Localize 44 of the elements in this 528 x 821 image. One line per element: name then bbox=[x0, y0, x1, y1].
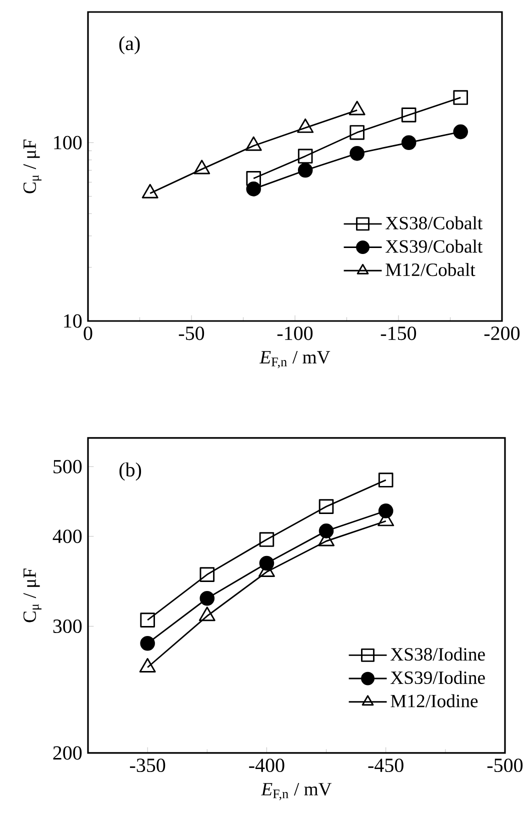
legend-label: XS39/Iodine bbox=[390, 670, 485, 684]
legend-label: M12/Cobalt bbox=[386, 262, 476, 276]
x-tick-label: -100 bbox=[277, 326, 313, 340]
legend-label: M12/Iodine bbox=[390, 694, 478, 708]
point bbox=[298, 162, 313, 178]
x-tick-label: -350 bbox=[130, 758, 166, 772]
point bbox=[298, 148, 313, 164]
y-tick-label: 10 bbox=[64, 314, 82, 328]
y-tick-label: 100 bbox=[54, 136, 82, 150]
point bbox=[140, 636, 155, 651]
y-axis-title: C$_{μ}$ / μF bbox=[23, 568, 42, 622]
annotation: (a) bbox=[119, 36, 140, 54]
x-axis-title: E$_{F,n}$ / mV bbox=[259, 351, 330, 368]
y-tick-label: 200 bbox=[53, 746, 82, 760]
point bbox=[350, 146, 364, 161]
annotation: (b) bbox=[119, 462, 142, 481]
point bbox=[378, 472, 394, 488]
point bbox=[246, 171, 261, 186]
x-tick-label: -400 bbox=[249, 758, 284, 772]
point bbox=[200, 590, 215, 606]
point bbox=[246, 182, 261, 196]
legend-label: XS39/Cobalt bbox=[386, 240, 483, 253]
point bbox=[200, 567, 215, 582]
point bbox=[453, 90, 468, 105]
point bbox=[140, 612, 155, 628]
x-tick-label: -150 bbox=[380, 326, 416, 340]
point bbox=[350, 125, 364, 140]
point bbox=[318, 499, 334, 514]
y-tick-label: 500 bbox=[54, 460, 82, 474]
x-tick-label: -200 bbox=[484, 326, 520, 340]
point bbox=[259, 532, 274, 547]
point bbox=[453, 124, 468, 140]
x-tick-label: 0 bbox=[84, 326, 92, 340]
x-axis-title: E$_{F,n}$ / mV bbox=[260, 782, 332, 800]
x-tick-label: -50 bbox=[178, 326, 204, 340]
legend-label: XS38/Iodine bbox=[390, 648, 485, 661]
legend-label: XS38/Cobalt bbox=[386, 216, 483, 230]
y-axis-title: C$_{μ}$ / μF bbox=[23, 140, 42, 194]
point bbox=[401, 135, 416, 150]
x-tick-label: -500 bbox=[487, 758, 523, 772]
point bbox=[401, 108, 416, 122]
y-tick-label: 300 bbox=[53, 620, 82, 633]
x-tick-label: -450 bbox=[368, 758, 404, 772]
y-tick-label: 400 bbox=[52, 530, 82, 544]
